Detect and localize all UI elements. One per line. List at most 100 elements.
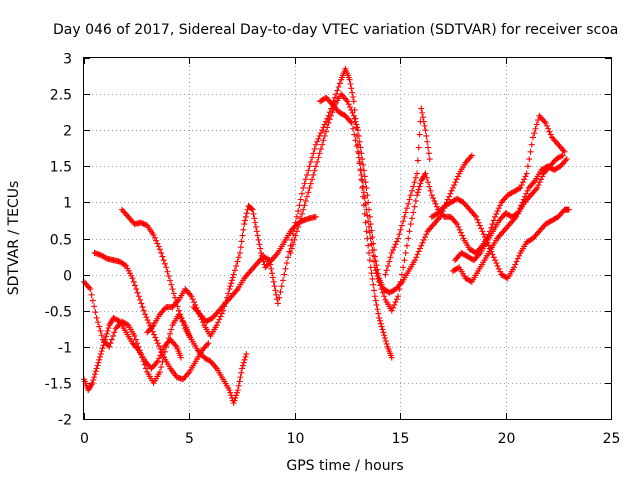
data-point — [402, 249, 409, 256]
data-point — [360, 183, 367, 190]
data-point — [239, 365, 246, 372]
data-point — [253, 228, 260, 235]
data-point — [306, 163, 313, 170]
data-point — [153, 337, 160, 344]
data-point — [159, 253, 166, 260]
data-point — [88, 381, 95, 388]
data-point — [369, 247, 376, 254]
data-point — [349, 93, 356, 100]
data-point — [213, 322, 220, 329]
data-point — [364, 212, 371, 219]
data-point — [240, 359, 247, 366]
data-point — [293, 228, 300, 235]
data-point — [363, 206, 370, 213]
data-point — [368, 241, 375, 248]
data-point — [417, 245, 424, 252]
data-point — [234, 389, 241, 396]
series-arc-11 — [449, 156, 570, 285]
data-point — [283, 260, 290, 267]
x-axis-ticks: 0 5 10 15 20 25 — [80, 58, 620, 447]
data-point — [427, 187, 434, 194]
data-point — [397, 226, 404, 233]
data-point — [242, 217, 249, 224]
data-point — [310, 171, 317, 178]
data-point — [306, 184, 313, 191]
data-point — [232, 394, 239, 401]
data-point — [315, 135, 322, 142]
data-point — [452, 219, 459, 226]
x-tick-label: 0 — [80, 431, 89, 447]
data-point — [366, 223, 373, 230]
data-point — [187, 291, 194, 298]
data-point — [97, 351, 104, 358]
data-point — [416, 183, 423, 190]
data-point — [252, 219, 259, 226]
data-point — [158, 364, 165, 371]
data-point — [531, 130, 538, 137]
series-arc-7 — [287, 91, 475, 296]
data-point — [229, 274, 236, 281]
data-point — [421, 122, 428, 129]
data-point — [314, 138, 321, 145]
data-point — [350, 112, 357, 119]
data-point — [243, 351, 250, 358]
data-point — [415, 186, 422, 193]
data-point — [296, 202, 303, 209]
data-point — [360, 161, 367, 168]
data-point — [433, 203, 440, 210]
data-point — [419, 114, 426, 121]
data-point — [419, 239, 426, 246]
series-arc-4 — [118, 206, 250, 407]
data-point — [129, 275, 136, 282]
data-point — [533, 121, 540, 128]
data-point — [242, 213, 249, 220]
data-point — [392, 299, 399, 306]
data-point — [361, 173, 368, 180]
data-point — [160, 257, 167, 264]
data-point — [391, 301, 398, 308]
data-point — [89, 297, 96, 304]
data-point — [267, 261, 274, 268]
data-point — [374, 273, 381, 280]
data-point — [411, 203, 418, 210]
data-point — [406, 228, 413, 235]
data-point — [494, 262, 501, 269]
data-point — [293, 213, 300, 220]
x-tick-label: 5 — [185, 431, 194, 447]
data-point — [497, 202, 504, 209]
y-tick-label: -1 — [58, 341, 72, 357]
data-point — [489, 221, 496, 228]
data-point — [558, 153, 565, 160]
data-point — [328, 112, 335, 119]
data-point — [300, 184, 307, 191]
data-point — [239, 362, 246, 369]
data-point — [363, 184, 370, 191]
data-point — [423, 231, 430, 238]
data-point — [360, 167, 367, 174]
data-point — [86, 284, 93, 291]
data-point — [231, 397, 238, 404]
data-point — [532, 125, 539, 132]
data-point — [329, 109, 336, 116]
data-point — [402, 209, 409, 216]
data-point — [169, 286, 176, 293]
data-point — [343, 96, 350, 103]
data-point — [172, 342, 179, 349]
data-point — [414, 192, 421, 199]
data-point — [361, 195, 368, 202]
data-point — [413, 254, 420, 261]
data-point — [412, 197, 419, 204]
data-point — [189, 296, 196, 303]
data-point — [97, 327, 104, 334]
data-point — [420, 118, 427, 125]
data-point — [383, 340, 390, 347]
y-tick-label: 2 — [63, 124, 72, 140]
data-point — [239, 232, 246, 239]
data-point — [414, 251, 421, 258]
data-point — [334, 87, 341, 94]
data-points — [81, 65, 572, 407]
data-point — [93, 365, 100, 372]
data-point — [356, 160, 363, 167]
data-point — [272, 287, 279, 294]
data-point — [398, 271, 405, 278]
